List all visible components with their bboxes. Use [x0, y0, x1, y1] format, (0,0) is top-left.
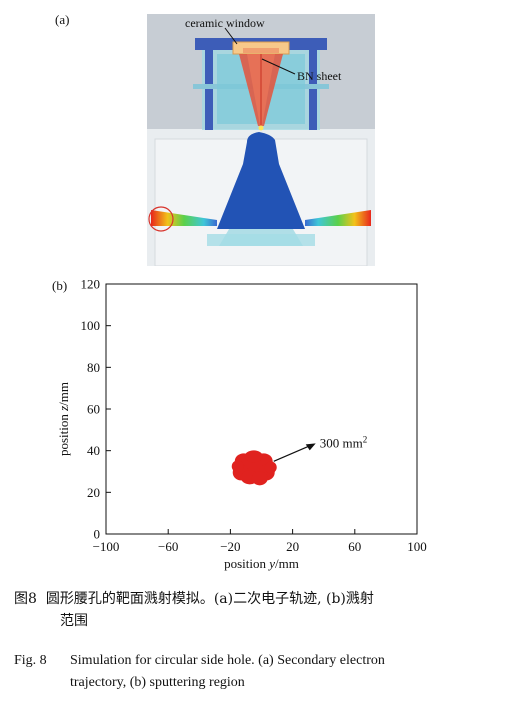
region-arrow-head — [305, 443, 316, 451]
x-axis-label-unit: /mm — [275, 556, 299, 571]
y-tick-label: 120 — [81, 277, 101, 292]
sputter-region-blob — [264, 461, 277, 474]
bn-sheet-label: BN sheet — [297, 69, 342, 83]
x-tick-label: 100 — [407, 539, 427, 554]
x-axis-label-var: y — [267, 556, 275, 571]
x-tick-label: 60 — [348, 539, 361, 554]
y-axis-label-var: z — [56, 406, 71, 412]
panel-a-label: (a) — [55, 12, 70, 27]
region-area-annotation: 300 mm2 — [320, 434, 367, 450]
y-tick-label: 40 — [87, 443, 100, 458]
caption-en-figno: Fig. 8 — [14, 653, 47, 668]
sputter-region-blob — [251, 471, 268, 486]
caption-en-line1: Simulation for circular side hole. (a) S… — [70, 653, 385, 668]
y-tick-label: 80 — [87, 360, 100, 375]
x-axis-label-prefix: position — [224, 556, 269, 571]
x-tick-label: −100 — [93, 539, 120, 554]
caption-zh-figno: 图8 — [14, 591, 37, 607]
caption-chinese: 图8 圆形腰孔的靶面溅射模拟。(a)二次电子轨迹, (b)溅射 范围 — [14, 588, 504, 632]
region-area-superscript: 2 — [363, 434, 368, 444]
y-axis-label-unit: /mm — [56, 382, 71, 406]
caption-en-line2: trajectory, (b) sputtering region — [70, 675, 245, 690]
y-axis-label-prefix: position — [56, 411, 71, 456]
y-tick-label: 100 — [81, 318, 101, 333]
y-tick-label: 0 — [94, 527, 101, 542]
region-arrow-line — [273, 445, 310, 462]
plot-frame — [105, 283, 418, 535]
panel-b-label: (b) — [52, 278, 68, 293]
x-tick-label: −20 — [220, 539, 240, 554]
ceramic-window-label: ceramic window — [185, 16, 265, 30]
region-area-value: 300 mm — [320, 435, 363, 450]
simulation-figure: ceramic window BN sheet — [147, 14, 375, 266]
x-tick-label: −60 — [158, 539, 178, 554]
y-axis-label: position z/mm — [56, 382, 71, 456]
caption-zh-line1: 圆形腰孔的靶面溅射模拟。(a)二次电子轨迹, (b)溅射 — [45, 591, 374, 607]
x-axis-label: position y/mm — [224, 556, 299, 571]
y-tick-label: 60 — [87, 402, 100, 417]
sputter-region-blob — [231, 460, 244, 473]
y-tick-label: 20 — [87, 485, 100, 500]
caption-english: Fig. 8 Simulation for circular side hole.… — [14, 650, 504, 694]
caption-zh-line2: 范围 — [60, 613, 88, 629]
sputter-region-blob — [244, 450, 263, 463]
x-tick-label: 20 — [286, 539, 299, 554]
sputtering-region-chart: −100 −60 −20 20 60 100 0 20 40 60 80 100 120 positio… — [56, 277, 427, 572]
